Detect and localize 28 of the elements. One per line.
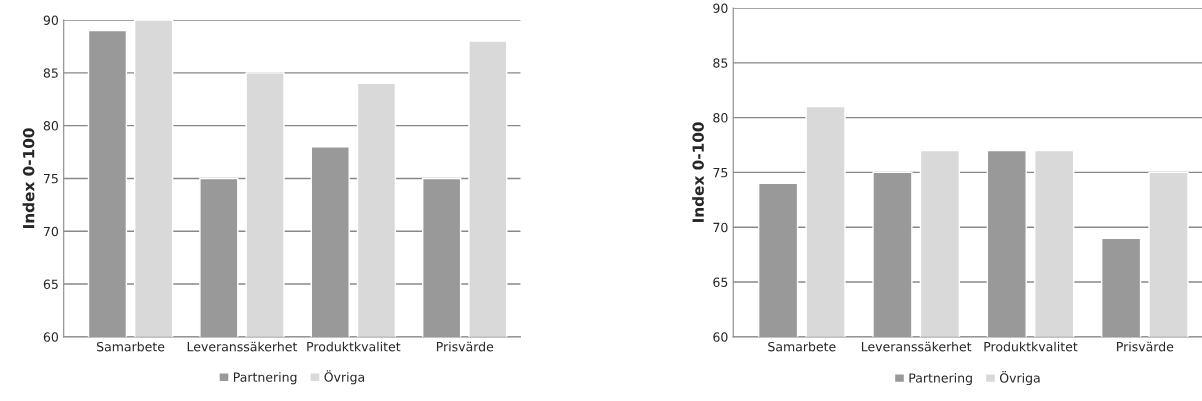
y-axis-title: Index 0-100 xyxy=(22,128,35,228)
x-tick-label: Samarbete xyxy=(96,341,165,352)
y-tick-label: 75 xyxy=(713,168,728,178)
y-tick-label: 85 xyxy=(43,68,58,78)
x-tick-label: Prisvärde xyxy=(1117,341,1174,352)
y-tick-label: 90 xyxy=(43,15,59,25)
x-tick-label: Leveranssäkerhet xyxy=(187,341,298,352)
y-tick-label: 60 xyxy=(713,332,728,342)
y-tick-label: 80 xyxy=(43,121,59,131)
x-tick-label: Produktkvalitet xyxy=(307,341,401,352)
y-tick-label: 60 xyxy=(43,332,59,342)
x-tick-label: Leveranssäkerhet xyxy=(861,341,972,352)
y-tick-label: 85 xyxy=(713,58,728,68)
x-tick-label: Samarbete xyxy=(768,341,836,352)
y-tick-label: 90 xyxy=(713,3,728,13)
y-tick-label: 75 xyxy=(43,174,58,184)
y-tick-label: 70 xyxy=(43,226,59,237)
legend-label: Partnering xyxy=(233,372,297,385)
y-tick-label: 65 xyxy=(713,277,728,287)
x-tick-label: Prisvärde xyxy=(436,341,494,352)
y-tick-label: 65 xyxy=(43,279,58,289)
legend-label: Övriga xyxy=(999,371,1040,386)
y-tick-label: 80 xyxy=(713,113,728,123)
legend-label: Partnering xyxy=(909,373,972,386)
x-tick-label: Produktkvalitet xyxy=(984,341,1078,352)
y-tick-label: 70 xyxy=(713,222,728,233)
legend-label: Övriga xyxy=(324,370,365,385)
y-axis-title: Index 0-100 xyxy=(692,122,704,222)
